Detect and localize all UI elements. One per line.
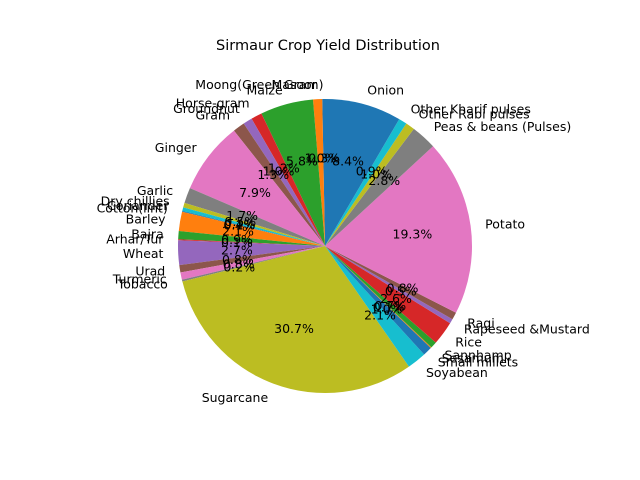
category-label-coriander: Coriander (107, 198, 169, 213)
pct-label-dry-chillies: 0.5% (224, 214, 256, 229)
category-label-rapeseed-mustard: Rapeseed &Mustard (464, 321, 590, 336)
category-label-urad: Urad (135, 264, 165, 279)
pie-slice-coriander (182, 207, 325, 246)
category-label-gram: Gram (195, 108, 230, 123)
pie-slice-garlic (184, 188, 325, 246)
category-label-dry-chillies: Dry chillies (101, 194, 170, 209)
pct-label-masoor: 1.0% (305, 150, 337, 165)
pie-slice-other-kharif-pulses (325, 119, 407, 246)
pie-slice-barley (178, 211, 325, 246)
category-label-maize: Maize (247, 82, 283, 97)
pie-slice-masoor (312, 99, 325, 246)
pct-label-other-rabi-pulses: 1.0% (360, 167, 392, 182)
category-label-onion: Onion (367, 82, 404, 97)
pct-label-peas-beans-pulses: 2.8% (368, 173, 400, 188)
category-label-tobacco: Tobacco (117, 277, 168, 292)
category-label-masoor: Masoor (271, 77, 317, 92)
pie-slice-ginger (189, 130, 325, 246)
pct-label-rapeseed-mustard: 0.5% (385, 284, 417, 299)
pct-label-small-millets: 1.0% (371, 302, 403, 317)
pie-slice-sannhamp (325, 246, 436, 348)
pie-slice-arhar-tur (178, 239, 325, 246)
category-label-wheat: Wheat (123, 246, 164, 261)
pie-slice-peas-beans-pulses (325, 128, 434, 246)
pie-slice-small-millets (325, 246, 431, 355)
category-label-other-rabi-pulses: Other Rabi pulses (419, 107, 530, 122)
pct-label-soyabean: 2.1% (364, 307, 396, 322)
pct-label-cotton-lint: 0.1% (223, 218, 255, 233)
pct-label-onion: 8.4% (332, 153, 364, 168)
category-label-ginger: Ginger (155, 140, 198, 155)
category-label-sugarcane: Sugarcane (202, 390, 269, 405)
pct-label-gram: 1.3% (257, 167, 289, 182)
category-label-cotton-lint: Cotton(lint) (97, 200, 168, 215)
pie-slice-gram (233, 123, 325, 246)
category-label-arhar-tur: Arhar/Tur (106, 232, 164, 247)
pie-slice-sugarcane (182, 246, 409, 393)
pie-slice-cotton-lint (182, 210, 325, 246)
pie-slice-moong-green-gram (322, 99, 325, 246)
pct-label-horse-gram: 1.2% (268, 160, 300, 175)
pie-slice-urad (179, 246, 325, 273)
category-label-garlic: Garlic (137, 183, 173, 198)
pie-slice-ragi (325, 246, 456, 320)
pie-wedges (177, 99, 473, 393)
pie-slice-rice (325, 246, 451, 343)
category-label-potato: Potato (485, 216, 525, 231)
pct-label-wheat: 2.7% (221, 243, 253, 258)
pie-slice-potato (325, 146, 473, 313)
category-label-rice: Rice (455, 334, 482, 349)
pct-label-ginger: 7.9% (239, 185, 271, 200)
category-label-horse-gram: Horse-gram (176, 95, 250, 110)
pct-label-moong-green-gram: 0.3% (308, 150, 340, 165)
pct-label-garlic: 1.7% (226, 208, 258, 223)
pie-slice-tobacco (181, 246, 325, 282)
pct-label-urad: 0.8% (222, 252, 254, 267)
pie-slice-maize (261, 99, 325, 247)
pct-label-maize: 5.8% (286, 153, 318, 168)
pie-slice-wheat (177, 240, 325, 266)
category-label-other-kharif-pulses: Other Kharif pulses (411, 101, 531, 116)
pct-label-other-kharif-pulses: 0.9% (356, 164, 388, 179)
pie-slice-horse-gram (251, 113, 325, 246)
category-label-small-millets: Small millets (438, 354, 518, 369)
pct-label-coriander: 0.4% (224, 216, 256, 231)
pct-label-arhar-tur: 0.1% (221, 235, 253, 250)
pie-slice-groundnut (243, 118, 325, 246)
category-label-barley: Barley (126, 211, 167, 226)
category-label-ragi: Ragi (467, 316, 494, 331)
pct-label-tobacco: 0.2% (223, 259, 255, 274)
category-label-moong-green-gram: Moong(Green Gram) (195, 77, 323, 92)
category-label-turmeric: Turmeric (112, 272, 167, 287)
pie-slice-turmeric (180, 246, 325, 280)
pct-label-sesamum: 0.1% (373, 300, 405, 315)
category-label-soyabean: Soyabean (426, 365, 488, 380)
pie-slice-rapeseed-mustard (325, 246, 453, 324)
pct-label-sannhamp: 0.7% (374, 298, 406, 313)
pie-slice-bajra (178, 230, 325, 246)
pct-label-groundnut: 1.0% (263, 164, 295, 179)
pie-slice-soyabean (325, 246, 425, 367)
pct-label-potato: 19.3% (393, 226, 433, 241)
category-label-bajra: Bajra (131, 227, 164, 242)
pct-label-turmeric: 0.8% (223, 257, 255, 272)
category-label-peas-beans-pulses: Peas & beans (Pulses) (434, 119, 572, 134)
pct-label-bajra: 0.9% (221, 232, 253, 247)
category-label-groundnut: Groundnut (173, 101, 240, 116)
category-label-sannhamp: Sannhamp (445, 347, 512, 362)
chart-title: Sirmaur Crop Yield Distribution (216, 38, 440, 54)
pct-label-ragi: 0.8% (387, 281, 419, 296)
pie-slice-onion (325, 99, 400, 246)
category-label-sesamum: Sesamum (442, 350, 504, 365)
pct-label-sugarcane: 30.7% (274, 321, 314, 336)
pie-slice-sesamum (325, 246, 432, 349)
pie-slice-other-rabi-pulses (325, 123, 414, 246)
pie-percentage-labels: 0.3%1.0%5.8%1.2%1.0%1.3%7.9%1.7%0.5%0.4%… (221, 150, 432, 336)
pie-category-labels: Moong(Green Gram)MasoorMaizeHorse-gramGr… (97, 77, 590, 405)
pie-slice-dry-chillies (183, 202, 325, 246)
pct-label-rice: 2.6% (380, 291, 412, 306)
pct-label-barley: 2.1% (222, 224, 254, 239)
